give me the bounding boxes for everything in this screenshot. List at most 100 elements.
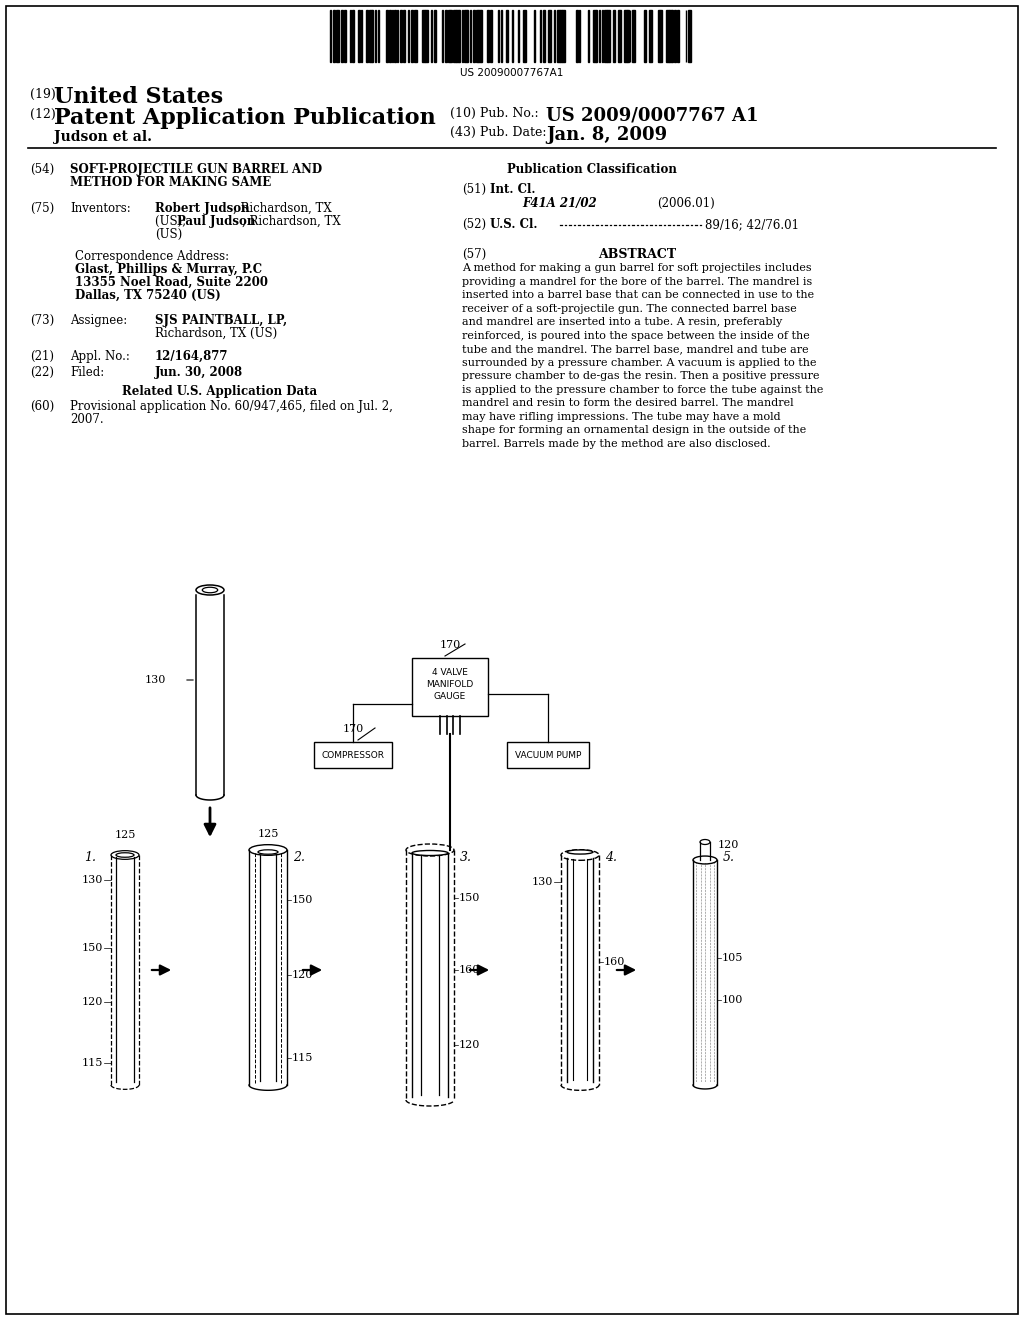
Text: U.S. Cl.: U.S. Cl. — [490, 218, 538, 231]
Bar — [402, 11, 406, 62]
Bar — [627, 11, 629, 62]
Bar — [412, 11, 414, 62]
Text: US 20090007767A1: US 20090007767A1 — [461, 69, 563, 78]
Text: 120: 120 — [292, 970, 313, 979]
Bar — [501, 11, 502, 62]
Text: Judson et al.: Judson et al. — [54, 129, 152, 144]
Text: SOFT-PROJECTILE GUN BARREL AND: SOFT-PROJECTILE GUN BARREL AND — [70, 162, 323, 176]
Text: Richardson, TX (US): Richardson, TX (US) — [155, 327, 278, 341]
Bar — [358, 11, 360, 62]
Text: Correspondence Address:: Correspondence Address: — [75, 249, 229, 263]
Text: Inventors:: Inventors: — [70, 202, 131, 215]
Text: 4.: 4. — [605, 851, 617, 865]
Text: 115: 115 — [292, 1053, 313, 1063]
Bar — [624, 11, 627, 62]
Text: 2.: 2. — [293, 851, 305, 865]
Text: 100: 100 — [722, 995, 743, 1005]
Text: (19): (19) — [30, 88, 55, 102]
Bar — [344, 11, 346, 62]
Text: Robert Judson: Robert Judson — [155, 202, 250, 215]
Bar — [512, 11, 513, 62]
Text: Glast, Phillips & Murray, P.C: Glast, Phillips & Murray, P.C — [75, 263, 262, 276]
Bar — [431, 11, 432, 62]
Bar — [577, 11, 578, 62]
Text: 160: 160 — [459, 965, 480, 975]
Bar — [400, 11, 401, 62]
Text: 120: 120 — [82, 997, 103, 1007]
Text: Dallas, TX 75240 (US): Dallas, TX 75240 (US) — [75, 289, 221, 302]
Bar — [666, 11, 669, 62]
Text: Assignee:: Assignee: — [70, 314, 127, 327]
Bar — [341, 11, 343, 62]
Text: (73): (73) — [30, 314, 54, 327]
Bar — [657, 11, 660, 62]
Bar — [607, 11, 609, 62]
Bar — [349, 11, 351, 62]
FancyBboxPatch shape — [314, 742, 392, 768]
Bar — [462, 11, 463, 62]
Text: VACUUM PUMP: VACUUM PUMP — [515, 751, 582, 759]
Text: 150: 150 — [82, 942, 103, 953]
Bar — [543, 11, 545, 62]
Bar — [612, 11, 615, 62]
Text: Related U.S. Application Data: Related U.S. Application Data — [123, 385, 317, 399]
Bar — [336, 11, 339, 62]
Text: 125: 125 — [257, 829, 279, 840]
Ellipse shape — [258, 850, 278, 854]
Text: 115: 115 — [82, 1059, 103, 1068]
Bar — [378, 11, 379, 62]
Text: United States: United States — [54, 86, 223, 108]
FancyBboxPatch shape — [507, 742, 589, 768]
Bar — [370, 11, 372, 62]
Bar — [372, 11, 374, 62]
Bar — [559, 11, 562, 62]
Text: 120: 120 — [718, 840, 739, 850]
Bar — [507, 11, 509, 62]
Text: Jan. 8, 2009: Jan. 8, 2009 — [546, 125, 667, 144]
Bar — [414, 11, 417, 62]
Text: Paul Judson: Paul Judson — [177, 215, 255, 228]
Bar — [433, 11, 436, 62]
Text: SJS PAINTBALL, LP,: SJS PAINTBALL, LP, — [155, 314, 287, 327]
Text: 4 VALVE
MANIFOLD
GAUGE: 4 VALVE MANIFOLD GAUGE — [426, 668, 474, 701]
Text: (57): (57) — [462, 248, 486, 261]
Bar — [475, 11, 478, 62]
Text: 120: 120 — [459, 1040, 480, 1049]
Bar — [352, 11, 353, 62]
Bar — [447, 11, 451, 62]
Text: 130: 130 — [82, 875, 103, 884]
Bar — [397, 11, 398, 62]
Bar — [562, 11, 564, 62]
Bar — [669, 11, 672, 62]
Text: METHOD FOR MAKING SAME: METHOD FOR MAKING SAME — [70, 176, 271, 189]
Bar — [498, 11, 500, 62]
Text: (21): (21) — [30, 350, 54, 363]
Text: Int. Cl.: Int. Cl. — [490, 183, 536, 195]
Text: 3.: 3. — [460, 851, 472, 865]
Text: 105: 105 — [722, 953, 743, 964]
Bar — [557, 11, 560, 62]
Text: (51): (51) — [462, 183, 486, 195]
Bar — [467, 11, 468, 62]
Bar — [486, 11, 488, 62]
Bar — [394, 11, 396, 62]
Bar — [517, 11, 519, 62]
Text: 130: 130 — [144, 675, 166, 685]
Text: 125: 125 — [115, 830, 136, 840]
Text: Jun. 30, 2008: Jun. 30, 2008 — [155, 366, 243, 379]
Bar — [599, 11, 600, 62]
Text: 2007.: 2007. — [70, 413, 103, 426]
Text: 89/16; 42/76.01: 89/16; 42/76.01 — [705, 218, 799, 231]
Text: (54): (54) — [30, 162, 54, 176]
Bar — [478, 11, 481, 62]
Text: Appl. No.:: Appl. No.: — [70, 350, 130, 363]
Text: (US);: (US); — [155, 215, 190, 228]
Text: F41A 21/02: F41A 21/02 — [522, 197, 597, 210]
Text: Patent Application Publication: Patent Application Publication — [54, 107, 436, 129]
FancyBboxPatch shape — [412, 657, 488, 715]
Bar — [593, 11, 596, 62]
Bar — [523, 11, 525, 62]
Text: 13355 Noel Road, Suite 2200: 13355 Noel Road, Suite 2200 — [75, 276, 268, 289]
Bar — [675, 11, 676, 62]
Bar — [442, 11, 443, 62]
